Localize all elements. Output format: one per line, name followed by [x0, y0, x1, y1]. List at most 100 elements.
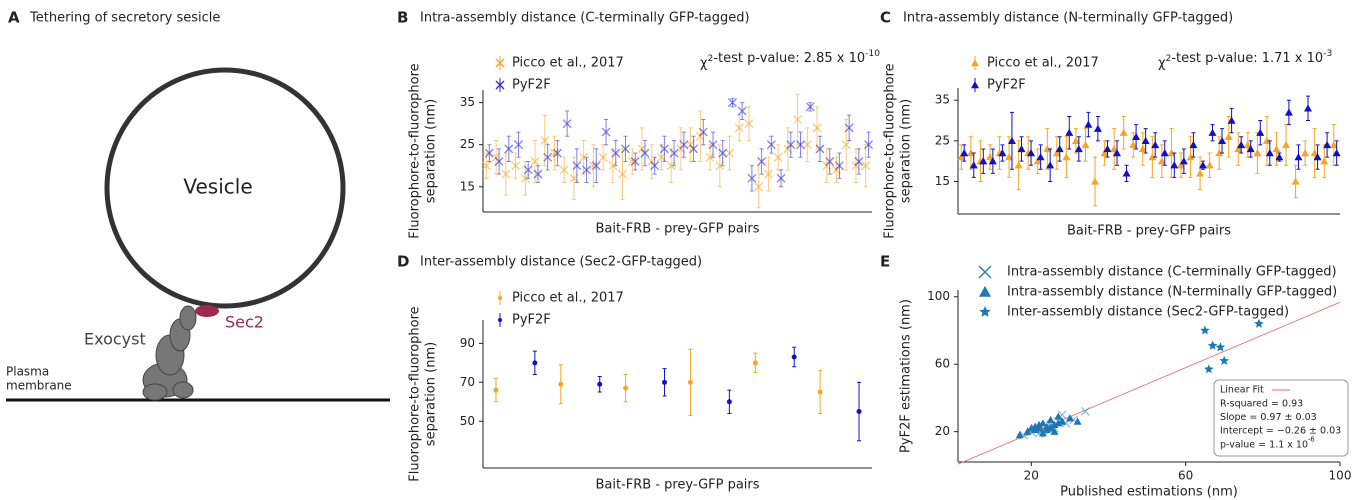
x-tick-label: 20 [1024, 469, 1039, 483]
data-point [1272, 144, 1281, 153]
data-point [754, 182, 764, 192]
data-point [718, 148, 728, 158]
data-point [1058, 417, 1067, 425]
data-point [1253, 149, 1262, 157]
data-point [796, 140, 805, 150]
y-tick-label: 50 [460, 414, 475, 428]
data-point [960, 149, 969, 157]
data-point [494, 157, 504, 166]
superscript: 2 [708, 54, 714, 64]
data-point [1205, 161, 1214, 169]
x-tick-label: 100 [1329, 469, 1352, 483]
legend-marker [978, 265, 992, 279]
data-point [572, 161, 582, 171]
data-point [598, 152, 608, 162]
data-point [1062, 153, 1071, 161]
data-point [1176, 161, 1185, 169]
panel-letter: C [880, 9, 891, 27]
data-point [1310, 149, 1319, 157]
data-point [630, 157, 640, 166]
data-point [1031, 422, 1040, 430]
data-point [1042, 425, 1051, 434]
data-point [558, 381, 564, 387]
data-point [1065, 414, 1074, 422]
data-point [1081, 140, 1090, 149]
data-point [1323, 140, 1332, 149]
panel-letter: A [8, 9, 20, 27]
data-point [854, 157, 864, 166]
data-point [793, 114, 803, 124]
data-point [1080, 406, 1090, 416]
data-point [708, 140, 718, 150]
data-point [618, 169, 628, 179]
data-point [988, 157, 997, 165]
legend-label: Inter-assembly distance (Sec2-GFP-tagged… [1007, 305, 1289, 320]
sec2-shape [195, 305, 219, 317]
data-point [757, 157, 767, 166]
legend-marker [971, 81, 979, 89]
text-part: -test p-value: 2.85 x 10 [713, 51, 865, 66]
data-point [834, 161, 844, 171]
data-point [1091, 177, 1100, 185]
data-point [734, 123, 744, 133]
data-point [1065, 128, 1074, 136]
legend-label: Intra-assembly distance (N-terminally GF… [1007, 285, 1337, 300]
data-point [725, 148, 734, 158]
y-axis-label: separation (nm) [899, 99, 914, 203]
data-point [1196, 169, 1205, 177]
data-point [1122, 169, 1131, 177]
data-point [744, 119, 754, 129]
data-point [1208, 128, 1217, 136]
data-point [1243, 140, 1252, 149]
data-point [1246, 144, 1255, 153]
panel-letter: B [397, 9, 408, 27]
legend-label: Picco et al., 2017 [512, 56, 624, 71]
data-point [979, 157, 988, 165]
data-point [601, 127, 611, 137]
data-point [562, 119, 572, 129]
data-point [856, 409, 862, 415]
data-point [1093, 124, 1102, 132]
panel-title: Inter-assembly distance (Sec2-GFP-tagged… [420, 255, 702, 270]
vesicle-circle [104, 67, 346, 309]
exocyst-label: Exocyst [84, 330, 146, 349]
data-point [1033, 157, 1042, 165]
data-point [514, 140, 523, 150]
data-point [523, 165, 533, 175]
data-point [698, 127, 708, 137]
data-point [1160, 149, 1169, 157]
exocyst-shape [142, 305, 197, 401]
data-point [1017, 144, 1026, 153]
data-point [1005, 153, 1014, 161]
data-point [1200, 325, 1210, 335]
legend-label: Intra-assembly distance (C-terminally GF… [1007, 265, 1337, 280]
y-tick-label: 20 [935, 424, 950, 438]
data-point [640, 148, 650, 158]
legend-marker [979, 306, 991, 317]
y-tick-label: 60 [935, 357, 950, 371]
legend-marker [495, 58, 505, 68]
data-point [1043, 144, 1052, 153]
data-point [1224, 132, 1233, 140]
data-point [1071, 136, 1080, 145]
x-tick-label: 60 [1178, 469, 1193, 483]
text-part: χ [1158, 56, 1166, 71]
superscript: 2 [1166, 54, 1172, 64]
panel-title: Intra-assembly distance (N-terminally GF… [903, 11, 1233, 26]
data-point [1219, 355, 1229, 365]
data-point [969, 161, 978, 169]
data-point [1103, 144, 1112, 153]
data-point [1119, 128, 1128, 136]
data-point [511, 161, 521, 171]
legend-label: PyF2F [987, 78, 1026, 93]
panel-title: Tethering of secretory sesicle [29, 11, 220, 26]
data-point [752, 360, 758, 366]
data-point [501, 169, 511, 179]
data-point [1207, 340, 1218, 350]
data-point [1151, 140, 1160, 149]
data-point [825, 157, 835, 166]
data-point [1282, 140, 1291, 149]
data-point [1237, 140, 1246, 149]
data-point [621, 144, 630, 154]
